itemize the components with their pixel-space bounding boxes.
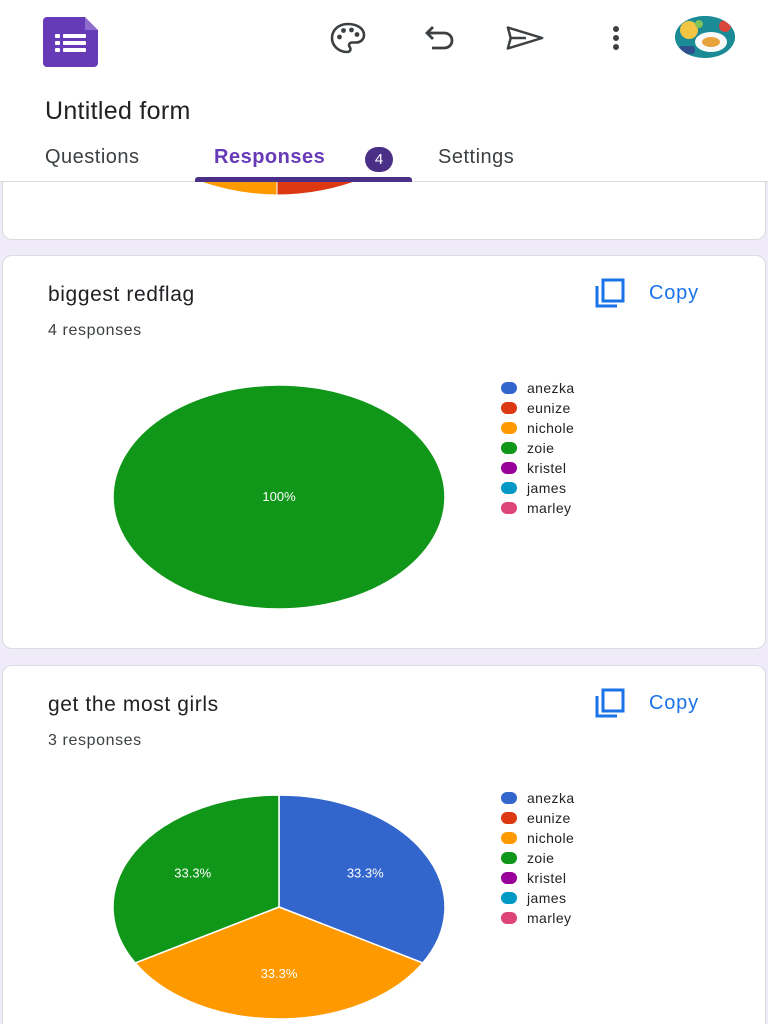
response-count: 4 responses bbox=[48, 322, 142, 339]
pie-slice-label: 33.3% bbox=[261, 966, 298, 981]
copy-chart-button[interactable]: Copy bbox=[593, 684, 723, 722]
legend-item-kristel: kristel bbox=[501, 868, 575, 888]
legend-item-nichole: nichole bbox=[501, 828, 575, 848]
pie-slice-nichole[interactable] bbox=[133, 906, 425, 1020]
legend-swatch bbox=[501, 872, 517, 884]
legend-swatch bbox=[501, 422, 517, 434]
legend-item-anezka: anezka bbox=[501, 788, 575, 808]
chart-legend: anezka eunize nichole zoie kristel james marle… bbox=[501, 378, 575, 518]
question-title: biggest redflag bbox=[48, 283, 195, 306]
copy-label: Copy bbox=[649, 281, 699, 304]
legend-label: marley bbox=[527, 910, 572, 926]
pie-chart-biggest-redflag: 100% bbox=[112, 384, 446, 610]
question-card-biggest-redflag: biggest redflag 4 responses Copy 100% an… bbox=[2, 255, 766, 649]
pie-slice-zoie[interactable] bbox=[112, 794, 280, 964]
legend-swatch bbox=[501, 502, 517, 514]
legend-item-nichole: nichole bbox=[501, 418, 575, 438]
avatar[interactable] bbox=[675, 16, 735, 58]
pie-chart-get-the-most-girls: 33.3% 33.3% 33.3% bbox=[112, 794, 446, 1020]
legend-item-marley: marley bbox=[501, 498, 575, 518]
legend-label: marley bbox=[527, 500, 572, 516]
responses-count-badge: 4 bbox=[365, 147, 393, 172]
copy-label: Copy bbox=[649, 691, 699, 714]
legend-item-eunize: eunize bbox=[501, 808, 575, 828]
pie-slice-label: 33.3% bbox=[174, 865, 211, 880]
legend-swatch bbox=[501, 832, 517, 844]
legend-swatch bbox=[501, 402, 517, 414]
legend-item-anezka: anezka bbox=[501, 378, 575, 398]
undo-icon[interactable] bbox=[418, 18, 458, 58]
legend-item-zoie: zoie bbox=[501, 848, 575, 868]
legend-swatch bbox=[501, 462, 517, 474]
copy-chart-button[interactable]: Copy bbox=[593, 274, 723, 312]
legend-label: james bbox=[527, 890, 567, 906]
more-vert-icon[interactable] bbox=[596, 18, 636, 58]
legend-label: kristel bbox=[527, 870, 567, 886]
legend-swatch bbox=[501, 912, 517, 924]
copy-icon bbox=[595, 278, 625, 308]
pie-slice-label: 33.3% bbox=[347, 865, 384, 880]
pie-slice-label: 100% bbox=[262, 489, 296, 504]
tab-responses[interactable]: Responses bbox=[214, 146, 326, 168]
legend-item-zoie: zoie bbox=[501, 438, 575, 458]
pie-slice-anezka[interactable] bbox=[278, 794, 446, 964]
legend-swatch bbox=[501, 792, 517, 804]
legend-item-eunize: eunize bbox=[501, 398, 575, 418]
legend-label: anezka bbox=[527, 380, 575, 396]
question-title: get the most girls bbox=[48, 693, 219, 716]
legend-label: eunize bbox=[527, 810, 571, 826]
legend-swatch bbox=[501, 852, 517, 864]
chart-legend: anezka eunize nichole zoie kristel james marle… bbox=[501, 788, 575, 928]
palette-icon[interactable] bbox=[328, 18, 368, 58]
forms-logo[interactable] bbox=[43, 17, 98, 67]
send-icon[interactable] bbox=[505, 18, 545, 58]
legend-label: anezka bbox=[527, 790, 575, 806]
pie-slice-zoie[interactable] bbox=[112, 384, 446, 610]
legend-label: eunize bbox=[527, 400, 571, 416]
question-card-get-the-most-girls: get the most girls 3 responses Copy 33.3… bbox=[2, 665, 766, 1024]
legend-swatch bbox=[501, 442, 517, 454]
form-title[interactable]: Untitled form bbox=[45, 97, 191, 125]
legend-item-james: james bbox=[501, 478, 575, 498]
copy-icon bbox=[595, 688, 625, 718]
legend-swatch bbox=[501, 812, 517, 824]
legend-label: james bbox=[527, 480, 567, 496]
legend-label: nichole bbox=[527, 830, 575, 846]
app-bar: Untitled form Questions Responses 4 Sett… bbox=[0, 0, 768, 182]
legend-label: zoie bbox=[527, 440, 555, 456]
active-tab-indicator bbox=[195, 177, 412, 182]
legend-item-james: james bbox=[501, 888, 575, 908]
tab-questions[interactable]: Questions bbox=[45, 146, 140, 168]
legend-item-kristel: kristel bbox=[501, 458, 575, 478]
legend-label: nichole bbox=[527, 420, 575, 436]
legend-swatch bbox=[501, 382, 517, 394]
legend-item-marley: marley bbox=[501, 908, 575, 928]
legend-label: zoie bbox=[527, 850, 555, 866]
legend-swatch bbox=[501, 892, 517, 904]
response-count: 3 responses bbox=[48, 732, 142, 749]
legend-swatch bbox=[501, 482, 517, 494]
legend-label: kristel bbox=[527, 460, 567, 476]
tab-settings[interactable]: Settings bbox=[438, 146, 515, 168]
